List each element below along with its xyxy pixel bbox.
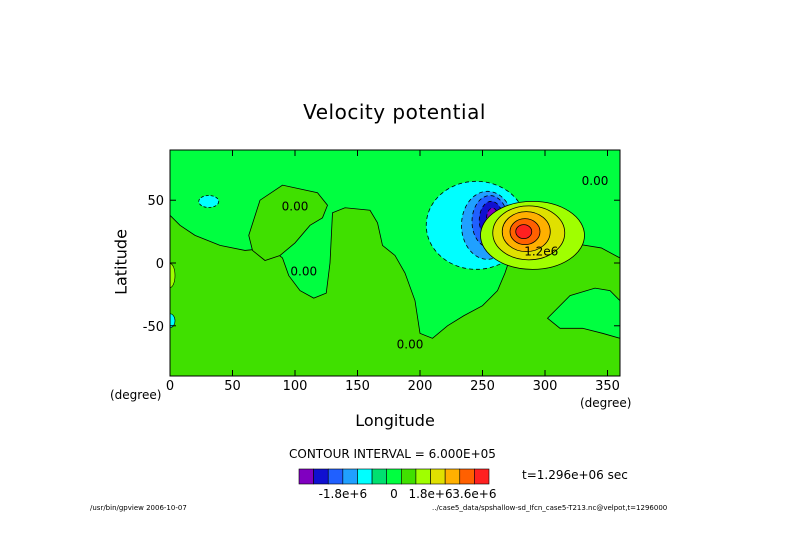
footer-source: ../case5_data/spshallow-sd_Ifcn_case5-T2… bbox=[432, 504, 668, 512]
axes: 0 50 100 150 200 250 300 350 -50 0 50 bbox=[143, 149, 621, 394]
y-tick-label: -50 bbox=[143, 320, 164, 335]
edge-patch bbox=[170, 263, 176, 288]
positive-contour bbox=[515, 224, 533, 240]
x-tick-label: 250 bbox=[470, 379, 495, 394]
x-tick-label: 150 bbox=[345, 379, 370, 394]
contour-label: 1.2e6 bbox=[524, 244, 558, 258]
colorbar-swatch bbox=[430, 468, 446, 485]
island-southeast bbox=[546, 287, 620, 339]
colorbar-swatch bbox=[474, 468, 490, 485]
colorbar-swatch bbox=[401, 468, 417, 485]
contour-label: 0.00 bbox=[290, 265, 317, 279]
colorbar-swatch bbox=[444, 468, 461, 485]
colorbar-swatch bbox=[327, 468, 344, 485]
edge-patch bbox=[170, 313, 176, 329]
footer-command: /usr/bin/gpview 2006-10-07 bbox=[90, 504, 187, 512]
colorbar-swatch bbox=[298, 468, 314, 485]
x-axis-unit: (degree) bbox=[580, 396, 632, 410]
contour-label: 0.00 bbox=[282, 199, 309, 213]
x-tick-label: 200 bbox=[408, 379, 433, 394]
x-tick-label: 50 bbox=[224, 379, 241, 394]
small-negative-patch bbox=[198, 195, 220, 208]
colorbar-swatch bbox=[371, 468, 387, 485]
x-tick-label: 350 bbox=[595, 379, 620, 394]
island-west bbox=[248, 184, 328, 261]
contour-interval-label: CONTOUR INTERVAL = 6.000E+05 bbox=[289, 447, 496, 461]
time-label: t=1.296e+06 sec bbox=[522, 468, 628, 482]
colorbar-label: 1.8e+6 bbox=[408, 487, 452, 501]
y-tick-label: 50 bbox=[147, 194, 164, 209]
x-tick-label: 100 bbox=[283, 379, 308, 394]
y-axis-label: Latitude bbox=[111, 229, 131, 295]
contour-label: 0.00 bbox=[397, 337, 424, 351]
contour-field: 0.00 0.00 0.00 0.00 1.2e6 bbox=[170, 150, 620, 376]
x-tick-label: 0 bbox=[166, 379, 174, 394]
colorbar-label: 0 bbox=[390, 487, 398, 501]
colorbar-swatch bbox=[342, 468, 358, 485]
colorbar-label: 3.6e+6 bbox=[452, 487, 496, 501]
x-axis-label: Longitude bbox=[355, 411, 435, 430]
colorbar-swatch bbox=[313, 468, 329, 485]
colorbar-swatch bbox=[357, 468, 373, 485]
y-axis-unit: (degree) bbox=[110, 388, 162, 402]
y-tick-label: 0 bbox=[156, 257, 164, 272]
colorbar-swatch bbox=[415, 468, 431, 485]
chart-title: Velocity potential bbox=[303, 100, 486, 124]
contour-label: 0.00 bbox=[582, 174, 609, 188]
colorbar-label: -1.8e+6 bbox=[319, 487, 368, 501]
colorbar-swatch bbox=[386, 468, 402, 485]
x-tick-label: 300 bbox=[533, 379, 558, 394]
colorbar-swatch bbox=[459, 468, 475, 485]
colorbar: -1.8e+6 0 1.8e+6 3.6e+6 bbox=[298, 468, 496, 501]
